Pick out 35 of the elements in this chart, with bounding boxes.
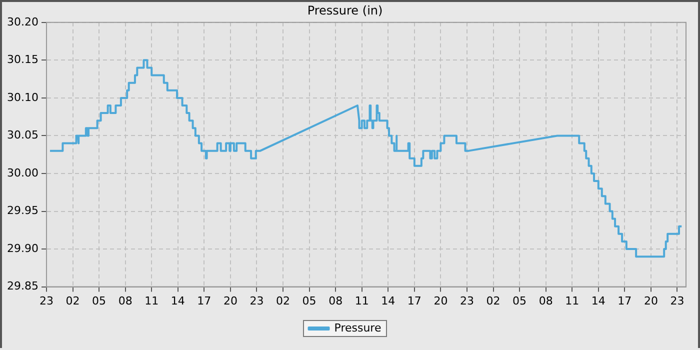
x-tick-label: 17 [407, 294, 422, 308]
x-tick-label: 20 [434, 294, 448, 308]
x-tick-label: 08 [118, 294, 132, 308]
x-tick-label: 02 [276, 294, 290, 308]
x-tick-label: 08 [538, 294, 553, 308]
y-tick-label: 30.15 [6, 53, 38, 66]
x-tick-label: 11 [144, 294, 159, 308]
legend-label: Pressure [334, 321, 382, 334]
x-tick-label: 08 [328, 294, 343, 308]
x-tick-label: 23 [39, 294, 54, 308]
x-tick-label: 05 [302, 294, 316, 308]
x-tick-label: 05 [92, 294, 106, 308]
x-tick-label: 02 [66, 294, 80, 308]
y-tick-label: 30.00 [6, 166, 38, 180]
x-tick-label: 20 [223, 294, 238, 308]
x-tick-label: 23 [460, 294, 474, 308]
x-tick-label: 17 [618, 294, 632, 308]
y-tick-label: 30.05 [6, 128, 38, 142]
y-tick-label: 30.20 [6, 15, 38, 28]
x-tick-label: 11 [354, 294, 369, 308]
chart-title: Pressure (in) [307, 3, 383, 18]
x-tick-label: 23 [670, 294, 684, 308]
y-tick-label: 29.95 [6, 204, 38, 218]
x-tick-label: 20 [644, 294, 658, 308]
y-tick-label: 30.10 [6, 90, 38, 104]
x-tick-label: 14 [170, 294, 185, 308]
x-tick-label: 23 [250, 294, 264, 308]
x-tick-label: 11 [565, 294, 580, 308]
x-tick-label: 14 [591, 294, 606, 308]
x-tick-label: 14 [381, 294, 396, 308]
y-tick-label: 29.85 [6, 280, 38, 293]
x-tick-label: 05 [512, 294, 527, 308]
x-tick-label: 02 [486, 294, 500, 308]
y-tick-label: 29.90 [6, 242, 38, 255]
x-tick-label: 17 [197, 294, 212, 308]
